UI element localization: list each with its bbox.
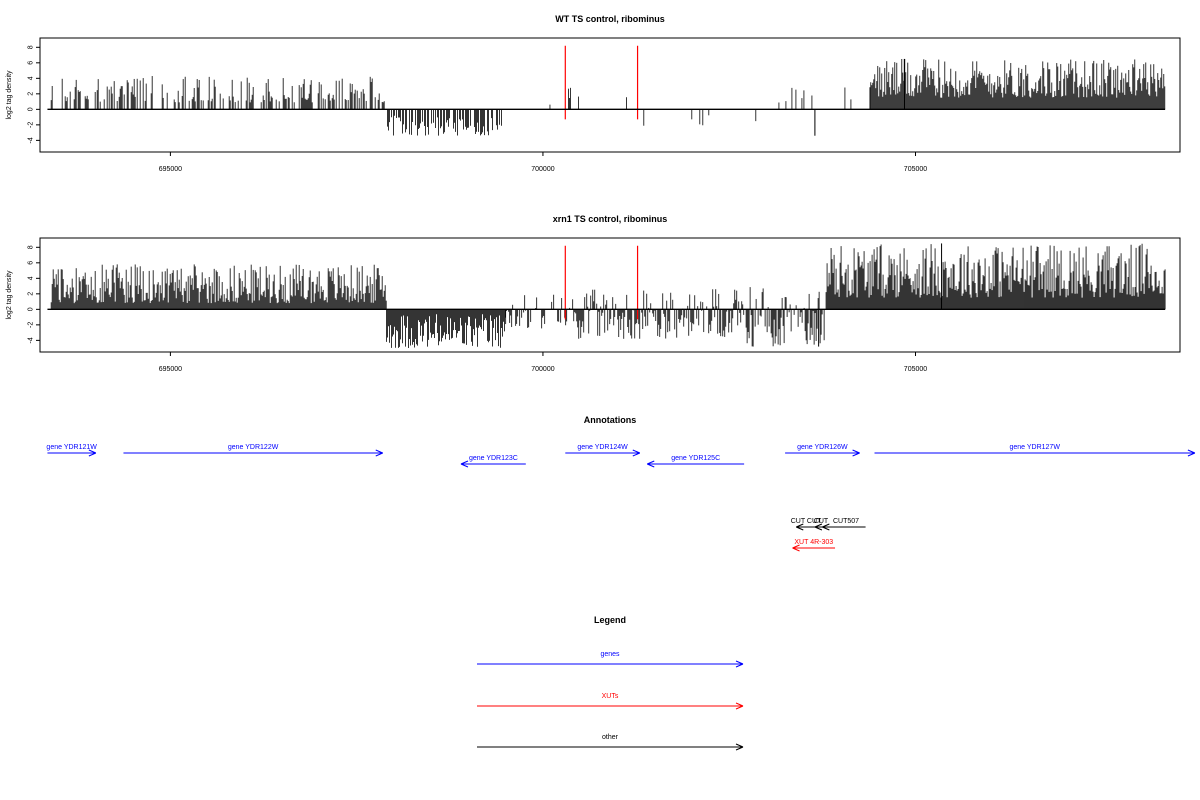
y-tick-label: -2 <box>28 322 35 328</box>
legend-label: XUTs <box>602 693 619 700</box>
feature-gene: gene YDR123C <box>461 455 526 467</box>
x-tick-label: 695000 <box>159 166 182 173</box>
y-tick-label: 2 <box>28 292 35 296</box>
annotations-track: Annotations gene YDR121W gene YDR122Wgene… <box>46 415 1194 551</box>
feature-label: gene YDR123C <box>469 455 518 462</box>
y-tick-label: 4 <box>28 76 35 80</box>
feature-label: CUT <box>814 518 829 525</box>
feature-gene: gene YDR121W <box>46 444 97 456</box>
feature-label: gene YDR122W <box>228 444 279 451</box>
panel-wt-y-axis: -4 -2 0 2 4 6 8 <box>28 45 41 143</box>
annotations-title: Annotations <box>584 415 637 425</box>
y-tick-label: -4 <box>28 137 35 143</box>
legend-label: genes <box>600 651 620 658</box>
y-tick-label: 0 <box>28 107 35 111</box>
feature-label: gene YDR124W <box>577 444 628 451</box>
y-tick-label: 8 <box>28 245 35 249</box>
y-tick-label: 8 <box>28 45 35 49</box>
feature-gene: gene YDR126W <box>785 444 860 456</box>
legend-title: Legend <box>594 615 626 625</box>
feature-label: gene YDR126W <box>797 444 848 451</box>
legend-entries: genes XUTs other <box>477 651 743 750</box>
feature-list: gene YDR121W gene YDR122W gene YDR123C gene… <box>46 444 1194 551</box>
panel-wt-title: WT TS control, ribominus <box>555 14 665 24</box>
y-tick-label: -4 <box>28 337 35 343</box>
legend-entry-gene: genes <box>477 651 743 667</box>
x-tick-label: 705000 <box>904 366 927 373</box>
x-tick-label: 700000 <box>531 166 554 173</box>
feature-label: gene YDR125C <box>671 455 720 462</box>
panel-xrn1-title: xrn1 TS control, ribominus <box>553 214 668 224</box>
feature-xut: XUT 4R-303 <box>793 539 835 551</box>
panel-xrn1-x-axis: 695000 700000 705000 <box>159 352 928 373</box>
feature-gene: gene YDR122W <box>123 444 382 456</box>
feature-gene: gene YDR127W <box>875 444 1195 456</box>
y-tick-label: 6 <box>28 61 35 65</box>
panel-xrn1-ylabel: log2 tag density <box>6 270 13 320</box>
feature-gene: gene YDR124W <box>565 444 640 456</box>
panel-wt-ylabel: log2 tag density <box>6 70 13 120</box>
y-tick-label: 2 <box>28 92 35 96</box>
panel-wt-x-axis: 695000 700000 705000 <box>159 152 928 173</box>
feature-other: CUT507 <box>822 518 865 530</box>
legend-label: other <box>602 734 619 741</box>
feature-gene: gene YDR125C <box>647 455 744 467</box>
legend-entry-xut: XUTs <box>477 693 743 709</box>
y-tick-label: 4 <box>28 276 35 280</box>
legend-entry-other: other <box>477 734 743 750</box>
y-tick-label: -2 <box>28 122 35 128</box>
x-tick-label: 700000 <box>531 366 554 373</box>
legend: Legend genes XUTs other <box>477 615 743 750</box>
feature-label: gene YDR127W <box>1009 444 1060 451</box>
x-tick-label: 705000 <box>904 166 927 173</box>
x-tick-label: 695000 <box>159 366 182 373</box>
feature-label: CUT507 <box>833 518 859 525</box>
panel-xrn1: xrn1 TS control, ribominus -4 -2 0 2 4 6 8 695… <box>6 214 1180 373</box>
panel-xrn1-bars <box>51 243 1165 348</box>
feature-label: gene YDR121W <box>46 444 97 451</box>
y-tick-label: 0 <box>28 307 35 311</box>
feature-label: XUT 4R-303 <box>794 539 833 546</box>
figure: WT TS control, ribominus -4 -2 0 2 4 6 8 69500… <box>0 0 1200 800</box>
panel-wt: WT TS control, ribominus -4 -2 0 2 4 6 8 69500… <box>6 14 1180 173</box>
y-tick-label: 6 <box>28 261 35 265</box>
panel-xrn1-y-axis: -4 -2 0 2 4 6 8 <box>28 245 41 343</box>
panel-wt-bars <box>51 59 1165 136</box>
